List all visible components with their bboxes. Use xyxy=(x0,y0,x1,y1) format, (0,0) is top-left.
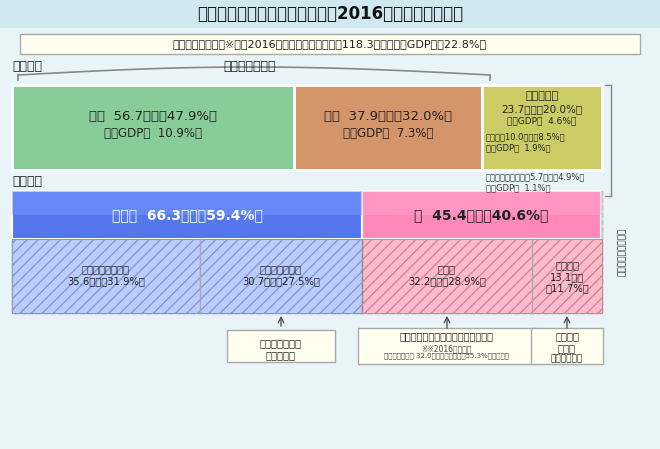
Bar xyxy=(12,239,362,313)
Bar xyxy=(12,191,362,239)
Text: 《対GDP比  1.1%》: 《対GDP比 1.1%》 xyxy=(486,183,550,192)
Text: 社会保障の給付と負担の現状（2016年度予算ベース）: 社会保障の給付と負担の現状（2016年度予算ベース） xyxy=(197,5,463,23)
Bar xyxy=(12,239,362,313)
Bar xyxy=(294,85,482,170)
Text: 《対GDP比  10.9%》: 《対GDP比 10.9%》 xyxy=(104,127,202,140)
Text: 保険料  66.3兆円（59.4%）: 保険料 66.3兆円（59.4%） xyxy=(112,208,263,222)
Text: 積立金の運用収入等: 積立金の運用収入等 xyxy=(618,228,626,276)
Text: ※※2016年度予算: ※※2016年度予算 xyxy=(422,344,473,353)
Bar xyxy=(0,0,660,28)
Bar xyxy=(358,328,536,364)
Text: 市町村: 市町村 xyxy=(558,343,576,353)
Text: 社会保障給付費: 社会保障給付費 xyxy=(224,60,277,73)
Text: （一般財源）: （一般財源） xyxy=(551,354,583,363)
Text: 《対GDP比  7.3%》: 《対GDP比 7.3%》 xyxy=(343,127,433,140)
Bar xyxy=(482,85,602,170)
Text: 30.7兆円（27.5%）: 30.7兆円（27.5%） xyxy=(242,276,320,286)
Text: うち事業主拠出: うち事業主拠出 xyxy=(260,264,302,274)
Bar xyxy=(12,191,362,215)
Bar xyxy=(12,85,294,170)
Text: 都道府県: 都道府県 xyxy=(555,331,579,341)
Bar xyxy=(20,34,640,54)
Text: 【負担】: 【負担】 xyxy=(12,175,42,188)
Text: うち国: うち国 xyxy=(438,264,456,274)
Text: 福祉その他: 福祉その他 xyxy=(525,91,558,101)
Text: 13.1兆円: 13.1兆円 xyxy=(550,272,584,282)
Bar xyxy=(531,328,603,364)
Text: 各制度における: 各制度における xyxy=(260,338,302,348)
Text: 保険料負担: 保険料負担 xyxy=(266,350,296,360)
Text: （11.7%）: （11.7%） xyxy=(545,283,589,293)
Bar xyxy=(601,191,602,239)
Bar xyxy=(362,239,602,313)
Text: うち子ども・子育て5.7兆円（4.9%）: うち子ども・子育て5.7兆円（4.9%） xyxy=(486,172,585,181)
Text: 医療  37.9兆円（32.0%）: 医療 37.9兆円（32.0%） xyxy=(324,110,452,123)
Bar xyxy=(12,191,602,313)
Bar xyxy=(227,330,335,362)
Bar xyxy=(362,191,601,239)
Text: うち被保険者拠出: うち被保険者拠出 xyxy=(82,264,130,274)
Text: 《対GDP比  4.6%》: 《対GDP比 4.6%》 xyxy=(508,116,577,125)
Text: 年金  56.7兆円（47.9%）: 年金 56.7兆円（47.9%） xyxy=(89,110,217,123)
Text: 社会保障関係費 32.0兆円（一般歳出の55.3%を占める）: 社会保障関係費 32.0兆円（一般歳出の55.3%を占める） xyxy=(385,352,510,359)
Text: 【給付】: 【給付】 xyxy=(12,60,42,73)
Text: 税  45.4兆円（40.6%）: 税 45.4兆円（40.6%） xyxy=(414,208,548,222)
Text: 35.6兆円（31.9%）: 35.6兆円（31.9%） xyxy=(67,276,145,286)
Text: 国（一般会計）　社会保障関係費等: 国（一般会計） 社会保障関係費等 xyxy=(400,331,494,341)
Text: 《対GDP比  1.9%》: 《対GDP比 1.9%》 xyxy=(486,143,550,152)
Text: 社会保障給付費（※）　2016年度（予算ベース）　118.3兆円　（対GDP比　22.8%）: 社会保障給付費（※） 2016年度（予算ベース） 118.3兆円 （対GDP比 … xyxy=(173,39,487,49)
Bar xyxy=(362,239,602,313)
Text: うち地方: うち地方 xyxy=(555,260,579,270)
Text: うち介護10.0兆円（8.5%）: うち介護10.0兆円（8.5%） xyxy=(486,132,566,141)
Text: 23.7兆円（20.0%）: 23.7兆円（20.0%） xyxy=(502,104,583,114)
Bar xyxy=(362,191,601,215)
Text: 32.2兆円（28.9%）: 32.2兆円（28.9%） xyxy=(408,276,486,286)
